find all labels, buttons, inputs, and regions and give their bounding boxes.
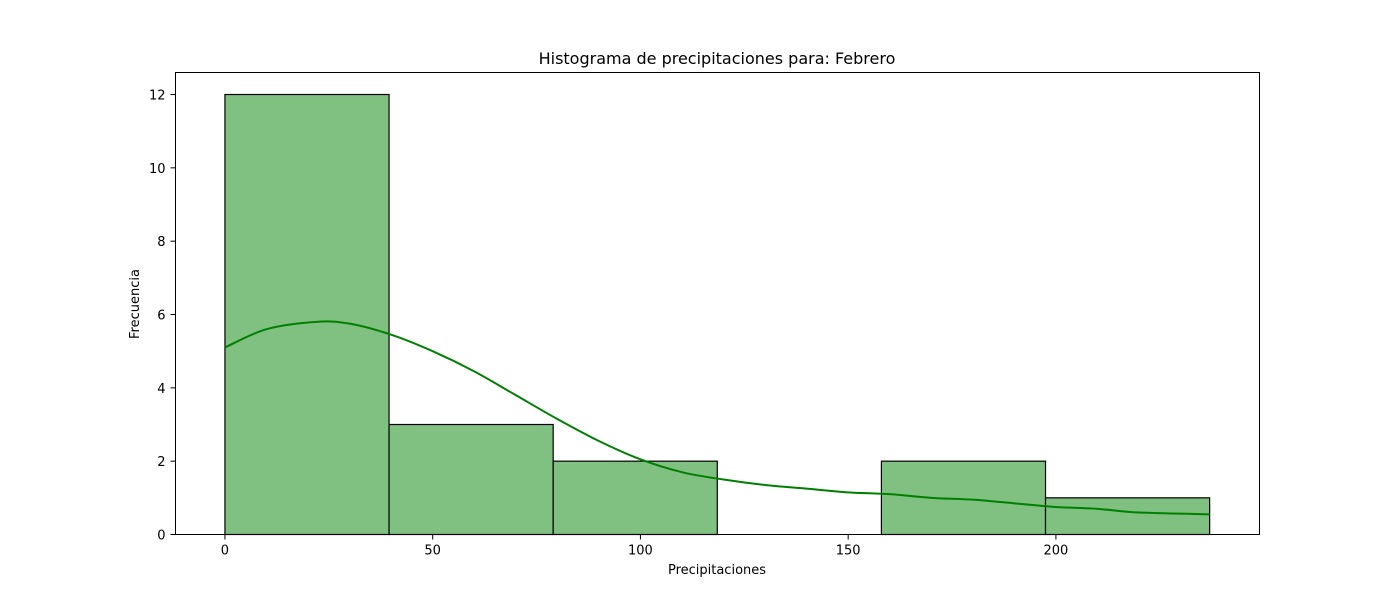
kde-curve [224, 320, 1210, 516]
y-tick-label: 10 [149, 162, 166, 177]
y-axis-ticks: 0 2 4 6 8 10 12 [149, 89, 176, 544]
plot-frame [175, 72, 1260, 535]
x-axis-label: Precipitaciones [668, 563, 766, 578]
x-tick-label: 50 [424, 544, 441, 559]
x-axis-ticks: 0 50 100 150 200 [221, 534, 1068, 559]
y-tick-label: 8 [157, 235, 165, 250]
histogram-bar-0 [224, 93, 390, 536]
histogram-bar-5 [1044, 497, 1211, 536]
histogram-bar-2 [552, 460, 718, 536]
x-tick-label: 200 [1043, 544, 1068, 559]
chart-title: Histograma de precipitaciones para: Febr… [539, 49, 896, 68]
x-tick-label: 150 [836, 544, 861, 559]
y-tick-label: 12 [149, 89, 166, 104]
histogram-bar-4 [880, 460, 1047, 536]
y-tick-label: 4 [157, 382, 165, 397]
y-axis-label: Frecuencia [128, 269, 143, 339]
x-tick-label: 0 [221, 544, 229, 559]
y-tick-label: 0 [157, 529, 165, 544]
y-tick-label: 2 [157, 455, 165, 470]
histogram-bar-1 [388, 423, 554, 536]
bars-group [224, 93, 1211, 536]
x-tick-label: 100 [628, 544, 653, 559]
y-tick-label: 6 [157, 309, 165, 324]
